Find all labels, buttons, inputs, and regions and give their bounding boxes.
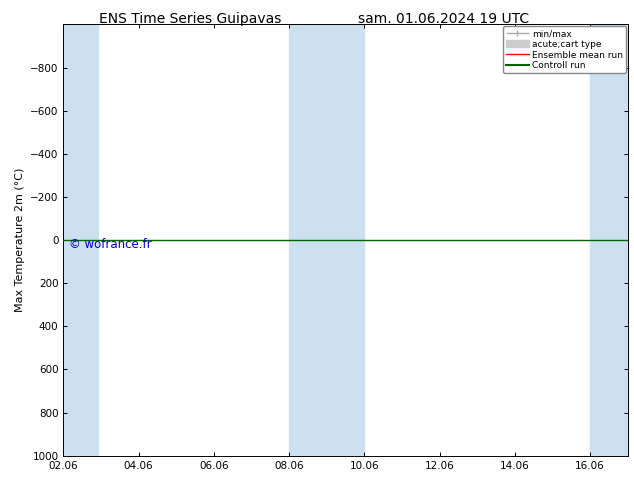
Bar [63, 24, 98, 456]
Legend: min/max, acute;cart type, Ensemble mean run, Controll run: min/max, acute;cart type, Ensemble mean … [503, 26, 626, 73]
Bar [289, 24, 365, 456]
Bar [590, 24, 628, 456]
Text: ENS Time Series Guipavas: ENS Time Series Guipavas [99, 12, 281, 26]
Text: sam. 01.06.2024 19 UTC: sam. 01.06.2024 19 UTC [358, 12, 529, 26]
Y-axis label: Max Temperature 2m (°C): Max Temperature 2m (°C) [15, 168, 25, 312]
Text: © wofrance.fr: © wofrance.fr [69, 238, 152, 251]
